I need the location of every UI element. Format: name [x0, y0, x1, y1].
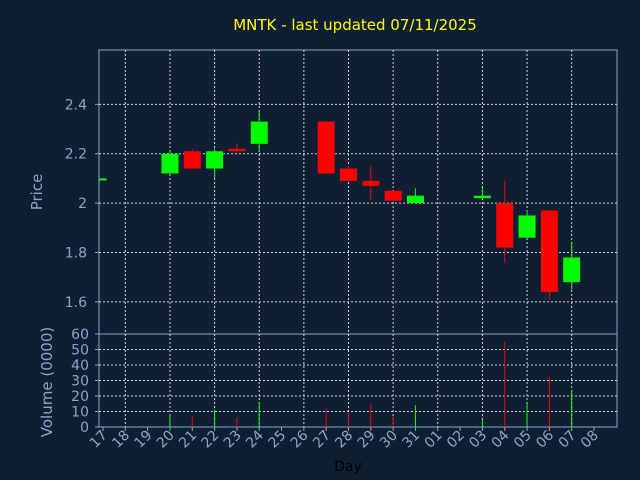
volume-tick-label: 60	[71, 327, 89, 343]
x-tick-label: 05	[511, 428, 535, 452]
x-tick-label: 28	[332, 428, 356, 452]
x-tick-label: 29	[355, 428, 379, 452]
price-tick-label: 1.6	[65, 295, 87, 311]
price-y-ticks: 1.6 1.8 2 2.2 2.4	[65, 97, 99, 311]
price-tick-label: 1.8	[65, 246, 87, 262]
x-tick-label: 02	[444, 428, 468, 452]
volume-tick-label: 0	[80, 420, 89, 436]
x-tick-label: 24	[243, 427, 267, 451]
candle-body	[518, 215, 536, 238]
candle-body	[206, 151, 224, 169]
x-ticks: 1718192021222324252627282930310102030405…	[87, 427, 602, 451]
candle-body	[183, 151, 201, 169]
price-tick-label: 2	[78, 196, 87, 212]
candle-body	[496, 203, 514, 248]
price-axis-label: Price	[28, 174, 46, 211]
x-tick-label: 21	[176, 428, 200, 452]
candle-body	[540, 210, 558, 293]
candle-body	[362, 180, 380, 186]
candle-body	[473, 195, 491, 199]
x-tick-label: 03	[466, 428, 490, 452]
x-tick-label: 30	[377, 428, 401, 452]
x-tick-label: 23	[221, 428, 245, 452]
x-tick-label: 04	[489, 427, 513, 451]
x-tick-label: 08	[578, 428, 602, 452]
x-tick-label: 27	[310, 428, 334, 452]
volume-tick-label: 10	[71, 405, 89, 421]
price-grid	[99, 50, 617, 334]
candle-body	[406, 195, 424, 204]
x-tick-label: 22	[198, 428, 222, 452]
candle-body	[563, 257, 581, 283]
price-tick-label: 2.2	[65, 147, 87, 163]
volume-grid	[99, 334, 617, 427]
x-tick-label: 06	[533, 427, 557, 451]
volume-axis-label: Volume (0000)	[38, 327, 56, 437]
x-tick-label: 26	[288, 427, 312, 451]
candle-body	[228, 148, 246, 152]
candle-body	[250, 121, 268, 144]
x-tick-label: 18	[109, 428, 133, 452]
x-tick-label: 01	[422, 428, 446, 452]
price-tick-label: 2.4	[65, 97, 87, 113]
candles	[99, 111, 581, 300]
x-tick-label: 20	[154, 428, 178, 452]
candle-body	[317, 121, 335, 174]
volume-tick-label: 40	[71, 358, 89, 374]
price-plot-frame	[98, 49, 618, 335]
candle-body	[161, 153, 179, 174]
x-tick-label: 31	[399, 428, 423, 452]
candle-body	[384, 190, 402, 201]
price-panel: 1.6 1.8 2 2.2 2.4 Price	[28, 49, 618, 335]
volume-bars	[169, 341, 573, 427]
x-tick-label: 17	[87, 428, 111, 452]
candle-body	[99, 178, 107, 181]
x-tick-label: 19	[132, 428, 156, 452]
volume-tick-label: 20	[71, 389, 89, 405]
x-tick-label: 07	[556, 428, 580, 452]
x-tick-label: 25	[265, 428, 289, 452]
chart-title: MNTK - last updated 07/11/2025	[233, 16, 477, 34]
volume-tick-label: 50	[71, 343, 89, 359]
volume-tick-label: 30	[71, 374, 89, 390]
candle-body	[340, 168, 357, 181]
x-axis-label: Day	[334, 459, 362, 475]
